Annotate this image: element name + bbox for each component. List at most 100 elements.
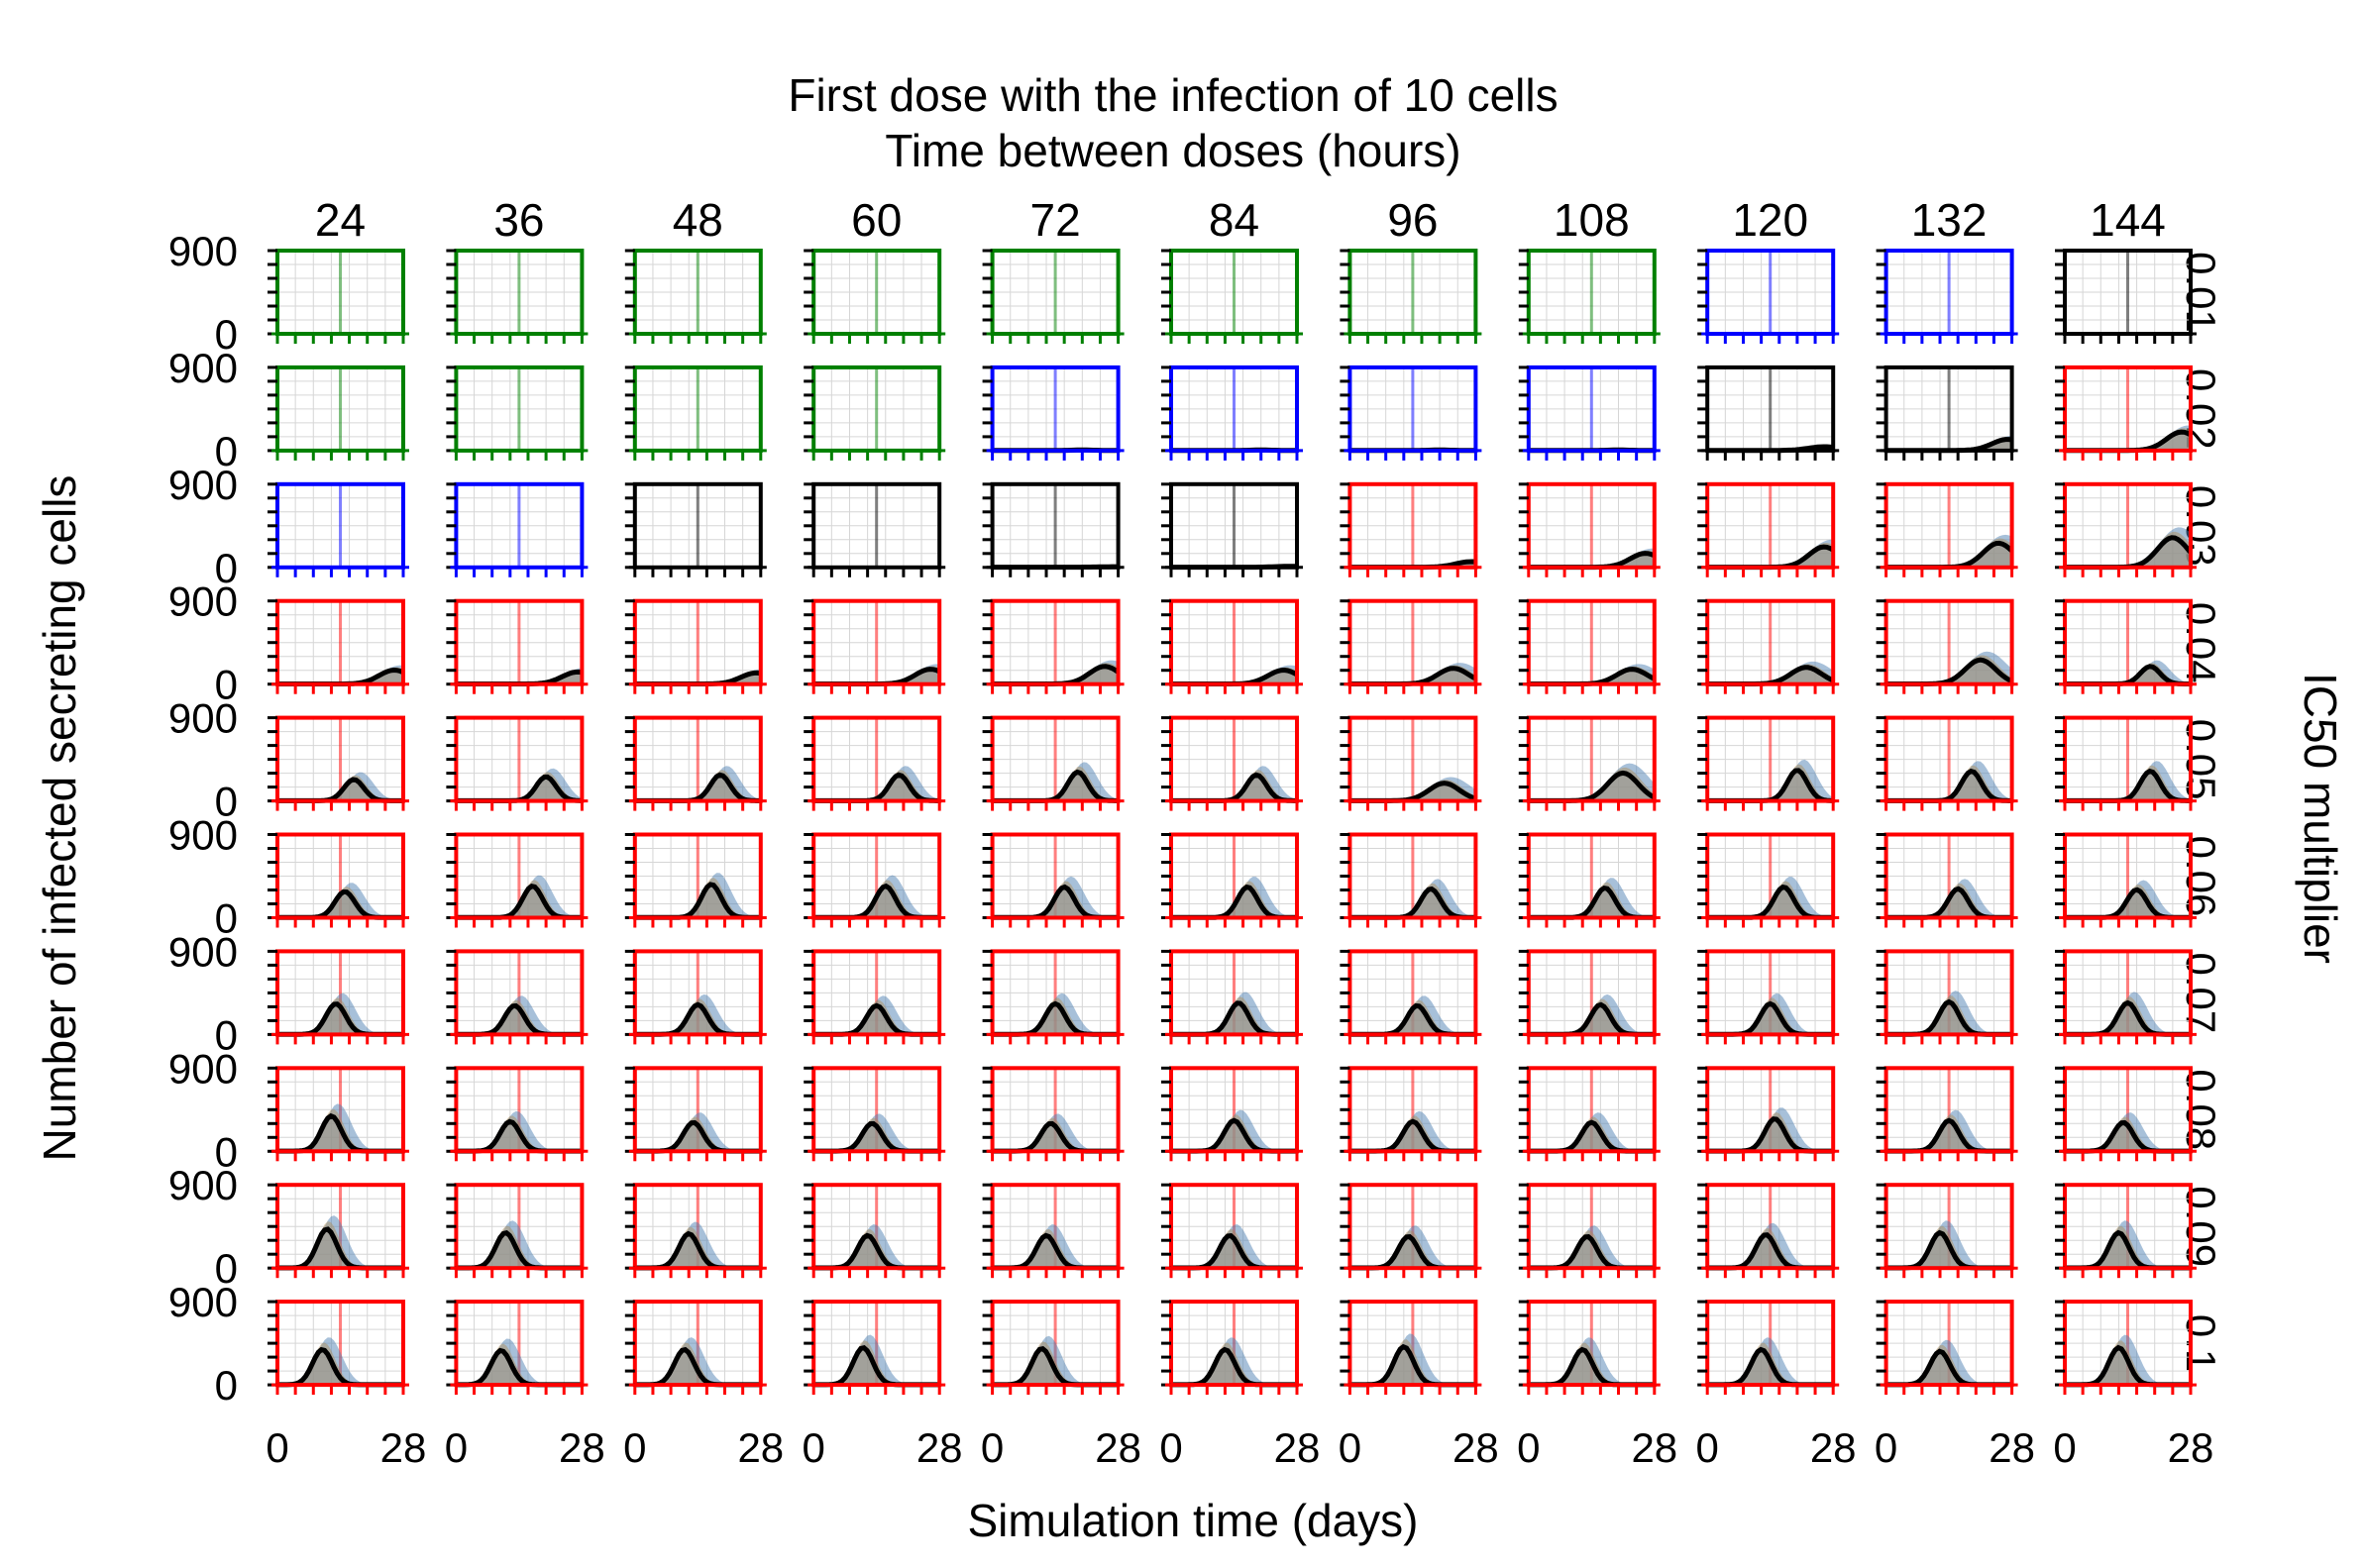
band-blue — [1885, 1109, 2012, 1152]
panel-r8-c5 — [1161, 1183, 1303, 1279]
band-blue — [2065, 1112, 2191, 1152]
band-tan — [813, 1117, 940, 1152]
panel-r7-c7 — [1518, 1066, 1661, 1162]
panel-r5-c9 — [1876, 832, 2018, 928]
panel-r8-c4 — [982, 1183, 1125, 1279]
band-gray — [1885, 998, 2012, 1035]
band-tan — [456, 1225, 583, 1269]
band-blue — [634, 993, 761, 1035]
panel-r1-c10 — [2055, 365, 2197, 461]
panel-r2-c1 — [446, 481, 589, 577]
band-gray — [277, 777, 403, 801]
panel-r3-c9 — [1876, 598, 2018, 694]
panel-r4-c10 — [2055, 715, 2197, 811]
y-axis-label: Number of infected secreting cells — [34, 475, 85, 1162]
panel-r7-c2 — [624, 1066, 767, 1162]
panel-r0-c1 — [446, 249, 589, 344]
panel-r5-c5 — [1161, 832, 1303, 928]
y-tick-label: 900 — [168, 345, 238, 391]
panel-r0-c8 — [1697, 249, 1840, 344]
chart-title: First dose with the infection of 10 cell… — [788, 69, 1558, 121]
band-blue — [992, 993, 1119, 1035]
panel-r9-c7 — [1518, 1300, 1661, 1396]
panel-grid: 24 36 48 60 72 84 96 108 120 132 1440.010.020.030.… — [168, 194, 2224, 1471]
panel-r6-c7 — [1518, 949, 1661, 1045]
band-gray — [813, 772, 940, 801]
x-tick-label: 28 — [380, 1424, 427, 1471]
band-tan — [1171, 667, 1297, 684]
panel-r0-c10 — [2055, 249, 2197, 344]
band-gray — [992, 769, 1119, 801]
y-tick-label: 900 — [168, 1045, 238, 1092]
band-gray — [2065, 999, 2191, 1035]
row-axis-label: IC50 multiplier — [2295, 673, 2346, 964]
x-tick-label: 28 — [1989, 1424, 2035, 1471]
band-tan — [1885, 995, 2012, 1035]
panel-r6-c6 — [1340, 949, 1482, 1045]
band-tan — [813, 999, 940, 1035]
panel-r1-c1 — [446, 365, 589, 461]
band-gray — [456, 883, 583, 918]
x-tick-label: 28 — [559, 1424, 605, 1471]
band-tan — [277, 887, 403, 918]
panel-r2-c9 — [1876, 481, 2018, 577]
panel-r9-c2 — [624, 1300, 767, 1396]
column-header-72: 72 — [1030, 194, 1081, 246]
band-gray — [2065, 1119, 2191, 1152]
band-blue — [1885, 534, 2012, 568]
band-blue — [1528, 878, 1655, 918]
panel-r3-c1 — [446, 598, 589, 694]
band-tan — [2065, 765, 2191, 801]
panel-r3-c6 — [1340, 598, 1482, 694]
panel-r5-c3 — [804, 832, 946, 928]
panel-r1-c0 — [268, 365, 409, 461]
band-blue — [2065, 880, 2191, 918]
band-blue — [277, 993, 403, 1035]
band-gray — [1885, 657, 2012, 684]
x-tick-label: 0 — [1696, 1424, 1719, 1471]
panel-r0-c3 — [804, 249, 946, 344]
panel-r4-c4 — [982, 715, 1125, 811]
band-gray — [277, 889, 403, 918]
band-tan — [1885, 765, 2012, 801]
panel-r5-c10 — [2055, 832, 2197, 928]
band-gray — [813, 1344, 940, 1386]
band-blue — [2065, 761, 2191, 801]
panel-r7-c10 — [2055, 1066, 2197, 1162]
panel-r2-c5 — [1161, 481, 1303, 577]
band-gray — [1171, 999, 1297, 1035]
panel-r4-c5 — [1161, 715, 1303, 811]
band-blue — [456, 875, 583, 918]
panel-r5-c2 — [624, 832, 767, 928]
band-tan — [1171, 1114, 1297, 1152]
band-gray — [1171, 669, 1297, 684]
band-gray — [634, 1119, 761, 1152]
band-gray — [1707, 1115, 1834, 1152]
band-gray — [634, 772, 761, 801]
band-blue — [2065, 660, 2191, 684]
x-tick-label: 28 — [1452, 1424, 1499, 1471]
band-blue — [1349, 995, 1476, 1035]
panel-r0-c7 — [1518, 249, 1661, 344]
band-blue — [1349, 663, 1476, 684]
y-tick-label: 0 — [215, 311, 238, 358]
y-tick-label: 900 — [168, 695, 238, 742]
band-tan — [277, 1221, 403, 1269]
panel-r5-c8 — [1697, 832, 1840, 928]
panel-r7-c6 — [1340, 1066, 1482, 1162]
column-header-84: 84 — [1209, 194, 1259, 246]
column-header-132: 132 — [1911, 194, 1988, 246]
band-tan — [277, 997, 403, 1035]
panel-r6-c8 — [1697, 949, 1840, 1045]
panel-r8-c7 — [1518, 1183, 1661, 1279]
x-tick-label: 0 — [2053, 1424, 2076, 1471]
y-tick-label: 0 — [215, 662, 238, 708]
x-tick-label: 0 — [445, 1424, 468, 1471]
panel-r6-c10 — [2055, 949, 2197, 1045]
band-tan — [1885, 1114, 2012, 1152]
band-gray — [1349, 1002, 1476, 1035]
panel-r4-c3 — [804, 715, 946, 811]
panel-r7-c1 — [446, 1066, 589, 1162]
band-tan — [2065, 996, 2191, 1035]
